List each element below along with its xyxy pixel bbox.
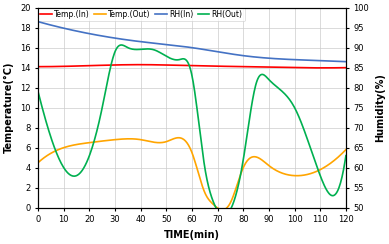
Temp.(Out) bbox=[73, 143, 77, 146]
Temp.(In) bbox=[260, 66, 265, 69]
Y-axis label: Humidity(%): Humidity(%) bbox=[375, 73, 385, 142]
RH(Out) bbox=[231, 202, 236, 205]
RH(In) bbox=[259, 56, 264, 59]
Temp.(Out) bbox=[259, 158, 264, 161]
Temp.(In) bbox=[320, 66, 324, 69]
RH(Out) bbox=[158, 51, 163, 54]
Temp.(Out) bbox=[158, 141, 162, 144]
RH(In) bbox=[343, 60, 348, 63]
RH(Out) bbox=[119, 43, 124, 46]
Temp.(In) bbox=[343, 66, 348, 69]
RH(Out) bbox=[222, 214, 226, 217]
X-axis label: TIME(min): TIME(min) bbox=[164, 230, 220, 240]
RH(In) bbox=[258, 56, 263, 59]
RH(In) bbox=[73, 29, 77, 32]
RH(Out) bbox=[261, 73, 266, 76]
Temp.(Out) bbox=[136, 138, 141, 141]
Y-axis label: Temperature(°C): Temperature(°C) bbox=[4, 62, 14, 153]
RH(In) bbox=[36, 20, 40, 23]
Legend: Temp.(In), Temp.(Out), RH(In), RH(Out): Temp.(In), Temp.(Out), RH(In), RH(Out) bbox=[38, 8, 245, 21]
Temp.(Out) bbox=[261, 160, 266, 163]
RH(Out) bbox=[137, 48, 142, 51]
RH(Out) bbox=[259, 73, 264, 76]
Temp.(In) bbox=[73, 65, 77, 68]
RH(Out) bbox=[73, 175, 77, 178]
Temp.(In) bbox=[137, 63, 142, 66]
Temp.(In) bbox=[136, 63, 141, 66]
Temp.(In) bbox=[158, 63, 163, 66]
Temp.(Out) bbox=[176, 136, 181, 139]
RH(In) bbox=[230, 52, 234, 55]
Temp.(Out) bbox=[36, 161, 40, 164]
Line: RH(In): RH(In) bbox=[38, 22, 346, 62]
Temp.(Out) bbox=[231, 195, 236, 198]
Temp.(In) bbox=[36, 65, 40, 68]
RH(Out) bbox=[343, 154, 348, 157]
Line: Temp.(In): Temp.(In) bbox=[38, 65, 346, 68]
Temp.(Out) bbox=[220, 208, 225, 211]
RH(In) bbox=[136, 40, 141, 43]
Temp.(Out) bbox=[343, 148, 348, 151]
Temp.(In) bbox=[230, 65, 235, 68]
Temp.(In) bbox=[259, 66, 263, 69]
RH(Out) bbox=[36, 90, 40, 93]
Line: RH(Out): RH(Out) bbox=[38, 45, 346, 216]
RH(In) bbox=[158, 42, 162, 45]
Line: Temp.(Out): Temp.(Out) bbox=[38, 138, 346, 210]
